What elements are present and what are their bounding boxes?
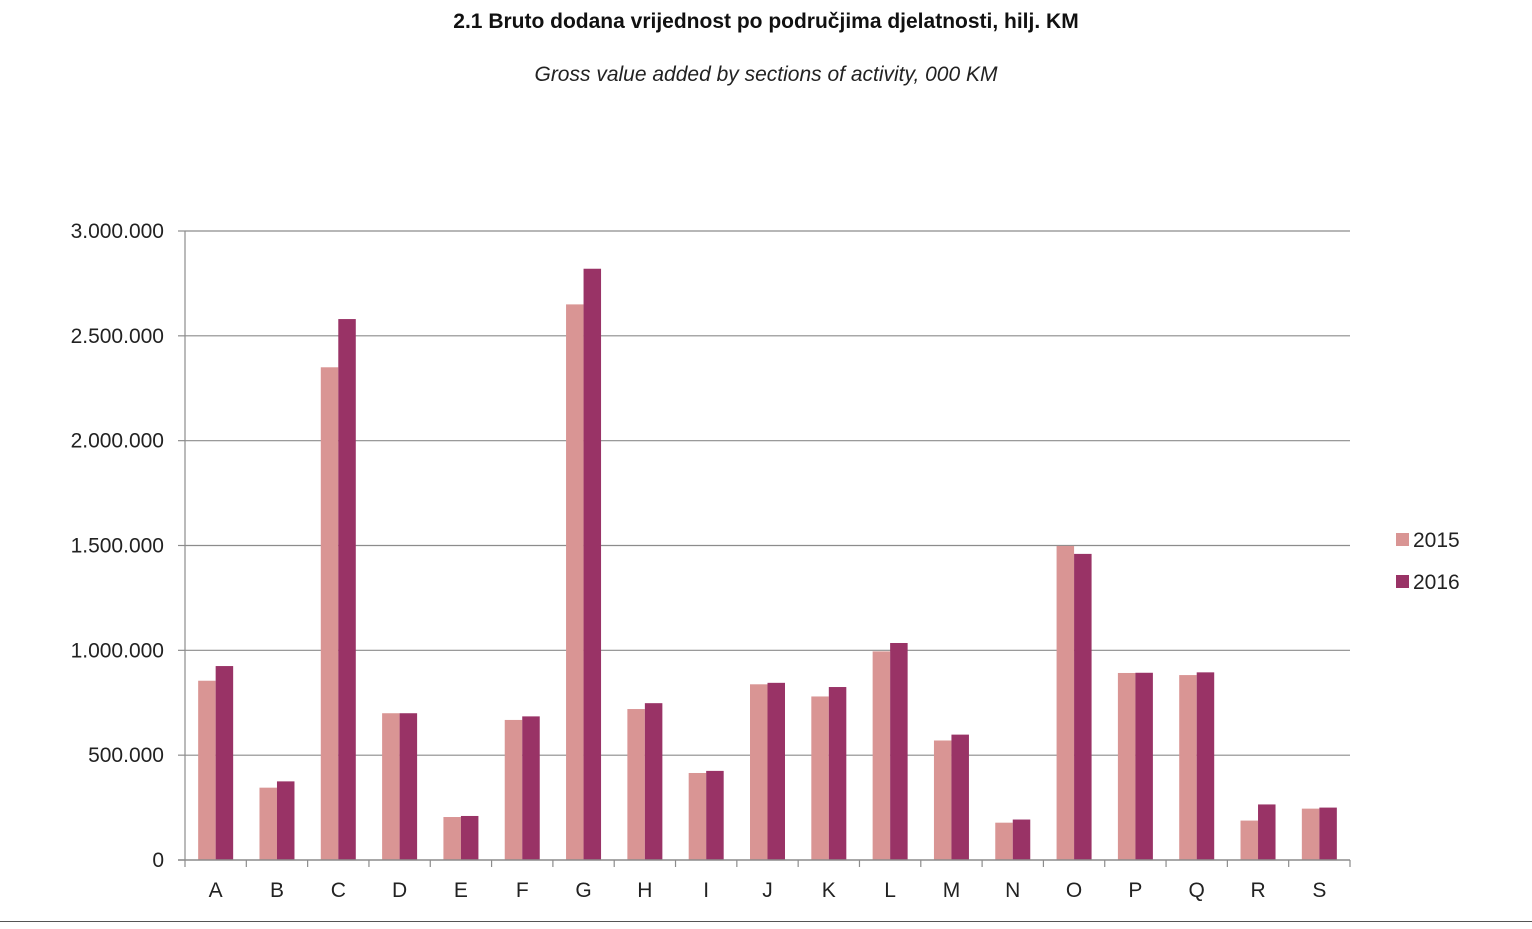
bar-2015-E (443, 817, 461, 860)
bar-2016-Q (1196, 672, 1215, 860)
x-tick-label: J (762, 879, 773, 902)
bar-2015-D (382, 713, 400, 860)
bar-2016-I (706, 770, 724, 860)
y-tick-labels: 0 500.000 1.000.000 1.500.000 2.000.000 2.500… (71, 220, 164, 872)
x-tick-label: L (884, 879, 896, 902)
bar-2016-O (1074, 553, 1092, 860)
x-tick-label: I (703, 879, 709, 902)
x-tick-label: B (270, 879, 284, 902)
bar-2016-D (399, 713, 418, 860)
x-tick-label: Q (1189, 879, 1205, 902)
bar-2016-A (215, 666, 234, 860)
bar-2016-F (522, 716, 540, 860)
chart-title: 2.1 Bruto dodana vrijednost po područjim… (453, 10, 1079, 33)
x-tick-label: H (637, 879, 652, 902)
y-tick-label: 0 (152, 849, 164, 872)
legend-swatch-2016 (1396, 575, 1409, 588)
legend-label-2016: 2016 (1413, 571, 1460, 594)
x-tick-label: A (209, 879, 223, 902)
bar-2016-S (1319, 807, 1337, 860)
x-tick-label: D (392, 879, 407, 902)
y-tick-label: 1.500.000 (71, 535, 164, 558)
y-tick-label: 1.000.000 (71, 639, 164, 662)
bar-2015-Q (1179, 675, 1197, 860)
bar-2016-M (951, 734, 969, 860)
x-tick-label: O (1066, 879, 1082, 902)
bottom-rule (0, 921, 1532, 922)
x-tick-label: G (575, 879, 591, 902)
axes (178, 230, 1351, 867)
bar-2016-N (1012, 819, 1031, 860)
bar-2015-A (198, 680, 216, 860)
bar-2016-C (338, 319, 356, 860)
bar-2015-R (1240, 820, 1259, 860)
legend: 2015 2016 (1396, 529, 1460, 594)
bar-2016-J (767, 682, 785, 860)
legend-label-2015: 2015 (1413, 529, 1460, 552)
bar-2015-J (750, 684, 768, 860)
bar-2015-K (811, 696, 829, 860)
x-tick-labels: A B C D E F G H I J K L M N O P Q R S (209, 879, 1327, 902)
x-tick-label: M (943, 879, 961, 902)
bar-2016-H (644, 703, 663, 860)
bar-2015-M (933, 740, 952, 860)
chart-subtitle: Gross value added by sections of activit… (534, 63, 998, 86)
gridlines (185, 230, 1350, 756)
x-tick-label: P (1128, 879, 1142, 902)
x-tick-label: R (1250, 879, 1265, 902)
y-tick-label: 2.500.000 (71, 325, 164, 348)
bar-2015-C (320, 367, 339, 860)
bar-2015-F (504, 719, 523, 860)
x-tick-label: F (516, 879, 529, 902)
bars (198, 268, 1337, 861)
bar-2015-O (1056, 545, 1075, 860)
bar-2015-P (1117, 672, 1136, 860)
bar-2016-E (460, 815, 479, 860)
legend-swatch-2015 (1396, 533, 1409, 546)
y-tick-label: 3.000.000 (71, 220, 164, 243)
bar-2015-N (995, 822, 1013, 860)
bar-2016-L (890, 642, 908, 860)
bar-2016-B (276, 781, 295, 860)
bar-2016-K (828, 687, 847, 860)
bar-2016-R (1258, 804, 1276, 860)
y-tick-label: 500.000 (88, 744, 164, 767)
bar-2015-H (627, 709, 645, 860)
y-tick-label: 2.000.000 (71, 430, 164, 453)
bar-2016-G (583, 268, 602, 860)
x-tick-label: K (822, 879, 836, 902)
bar-2015-S (1301, 808, 1320, 860)
bar-2015-B (259, 787, 277, 860)
x-tick-label: N (1005, 879, 1020, 902)
x-tick-label: C (331, 879, 346, 902)
bar-2015-G (566, 304, 584, 861)
x-tick-label: S (1312, 879, 1326, 902)
bar-2015-I (688, 772, 707, 860)
bar-2016-P (1135, 672, 1153, 860)
bar-2015-L (872, 651, 891, 860)
x-tick-label: E (454, 879, 468, 902)
